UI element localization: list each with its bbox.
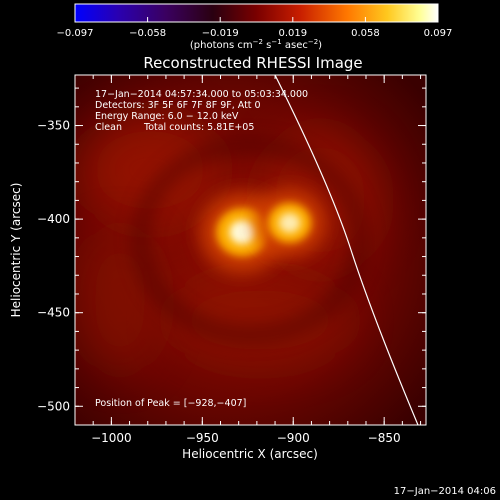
x-tick-label: −850 bbox=[368, 431, 401, 445]
solar-limb bbox=[274, 75, 419, 425]
plot-frame bbox=[74, 74, 427, 426]
x-tick-label: −900 bbox=[277, 431, 310, 445]
colorbar-ticks: −0.097 −0.058 −0.019 0.019 0.058 0.097 bbox=[56, 17, 452, 39]
colorbar-tick-label: 0.019 bbox=[278, 28, 307, 39]
diffuse-lobe bbox=[170, 275, 350, 365]
colorbar-tick-label: 0.058 bbox=[351, 28, 380, 39]
rhessi-image bbox=[75, 75, 426, 425]
y-axis-label: Heliocentric Y (arcsec) bbox=[9, 183, 23, 318]
annotations: 17−Jan−2014 04:57:34.000 to 05:03:34.000… bbox=[95, 89, 308, 409]
dark-ring bbox=[133, 138, 367, 342]
source-core bbox=[278, 212, 301, 233]
annotation-total-counts: Total counts: 5.81E+05 bbox=[143, 122, 254, 133]
diffuse-lobe bbox=[80, 230, 160, 370]
axis-ticks: −1000 −950 −900 −850 −350 −400 −450 −500 bbox=[37, 75, 426, 445]
annotation-detectors: Detectors: 3F 5F 6F 7F 8F 9F, Att 0 bbox=[95, 100, 261, 111]
y-tick-label: −450 bbox=[37, 306, 70, 320]
annotation-energy: Energy Range: 6.0 − 12.0 keV bbox=[95, 111, 239, 122]
y-tick-label: −350 bbox=[37, 119, 70, 133]
colorbar-tick-label: −0.058 bbox=[129, 28, 166, 39]
colorbar-tick-label: 0.097 bbox=[424, 28, 453, 39]
source-core bbox=[229, 220, 256, 245]
colorbar-tick-label: −0.019 bbox=[202, 28, 239, 39]
y-tick-label: −500 bbox=[37, 399, 70, 413]
plot-title: Reconstructed RHESSI Image bbox=[143, 54, 362, 72]
footer-timestamp: 17−Jan−2014 04:06 bbox=[394, 486, 496, 497]
annotation-peak: Position of Peak = [−928,−407] bbox=[95, 398, 246, 409]
colorbar: −0.097 −0.058 −0.019 0.019 0.058 0.097 (photo… bbox=[56, 3, 452, 51]
sources bbox=[200, 189, 325, 273]
x-tick-label: −950 bbox=[186, 431, 219, 445]
x-tick-label: −1000 bbox=[91, 431, 132, 445]
y-tick-label: −400 bbox=[37, 212, 70, 226]
colorbar-units: (photons cm−2 s−1 asec−2) bbox=[190, 38, 322, 51]
annotation-clean: Clean bbox=[95, 122, 122, 133]
diffuse-lobe bbox=[80, 115, 220, 225]
colorbar-gradient bbox=[74, 3, 439, 23]
colorbar-tick-label: −0.097 bbox=[56, 28, 93, 39]
x-axis-label: Heliocentric X (arcsec) bbox=[182, 447, 318, 461]
annotation-time-range: 17−Jan−2014 04:57:34.000 to 05:03:34.000 bbox=[95, 89, 308, 100]
